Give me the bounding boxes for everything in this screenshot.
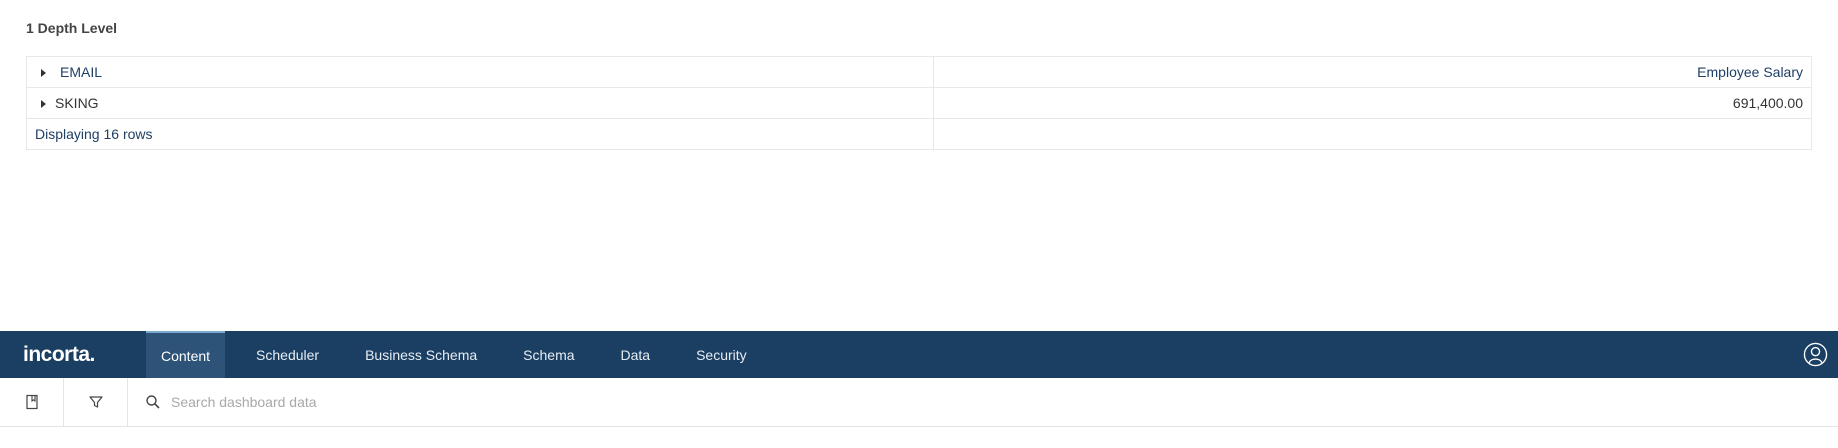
search-input[interactable] xyxy=(169,393,773,411)
table-footer-row: Displaying 16 rows xyxy=(26,118,1812,150)
filter-button[interactable] xyxy=(64,378,128,426)
row-header-cell[interactable]: SKING xyxy=(26,87,934,119)
column-header-cell: Employee Salary xyxy=(933,56,1812,88)
tab-content[interactable]: Content xyxy=(146,331,226,378)
incorta-logo[interactable]: incorta. xyxy=(23,342,95,366)
tab-business-schema[interactable]: Business Schema xyxy=(365,346,478,363)
tab-scheduler[interactable]: Scheduler xyxy=(256,346,320,363)
user-icon[interactable] xyxy=(1803,342,1828,367)
row-label: SKING xyxy=(55,95,99,111)
caret-right-icon[interactable] xyxy=(41,100,46,109)
column-header: Employee Salary xyxy=(1697,64,1803,80)
tab-schema[interactable]: Schema xyxy=(523,346,575,363)
filter-icon xyxy=(88,396,103,408)
pivot-table: EMAIL Employee Salary SKING 691,400.00 D… xyxy=(26,56,1812,150)
table-row[interactable]: SKING 691,400.00 xyxy=(26,87,1812,119)
insight-title: 1 Depth Level xyxy=(26,20,118,36)
bookmark-icon xyxy=(25,394,38,410)
row-count-label: Displaying 16 rows xyxy=(26,118,934,150)
value-cell: 691,400.00 xyxy=(933,87,1812,119)
row-label: EMAIL xyxy=(60,64,103,80)
bookmark-button[interactable] xyxy=(0,378,64,426)
top-navigation-bar: incorta. Content Scheduler Business Sche… xyxy=(0,331,1838,378)
search-icon xyxy=(146,395,160,409)
empty-cell xyxy=(933,118,1812,150)
row-header-cell[interactable]: EMAIL xyxy=(26,56,934,88)
search-bar xyxy=(128,378,1838,426)
tab-security[interactable]: Security xyxy=(696,346,747,363)
tab-data[interactable]: Data xyxy=(620,346,651,363)
dashboard-toolbar xyxy=(0,378,1838,427)
caret-right-icon[interactable] xyxy=(41,69,46,78)
table-row[interactable]: EMAIL Employee Salary xyxy=(26,56,1812,88)
